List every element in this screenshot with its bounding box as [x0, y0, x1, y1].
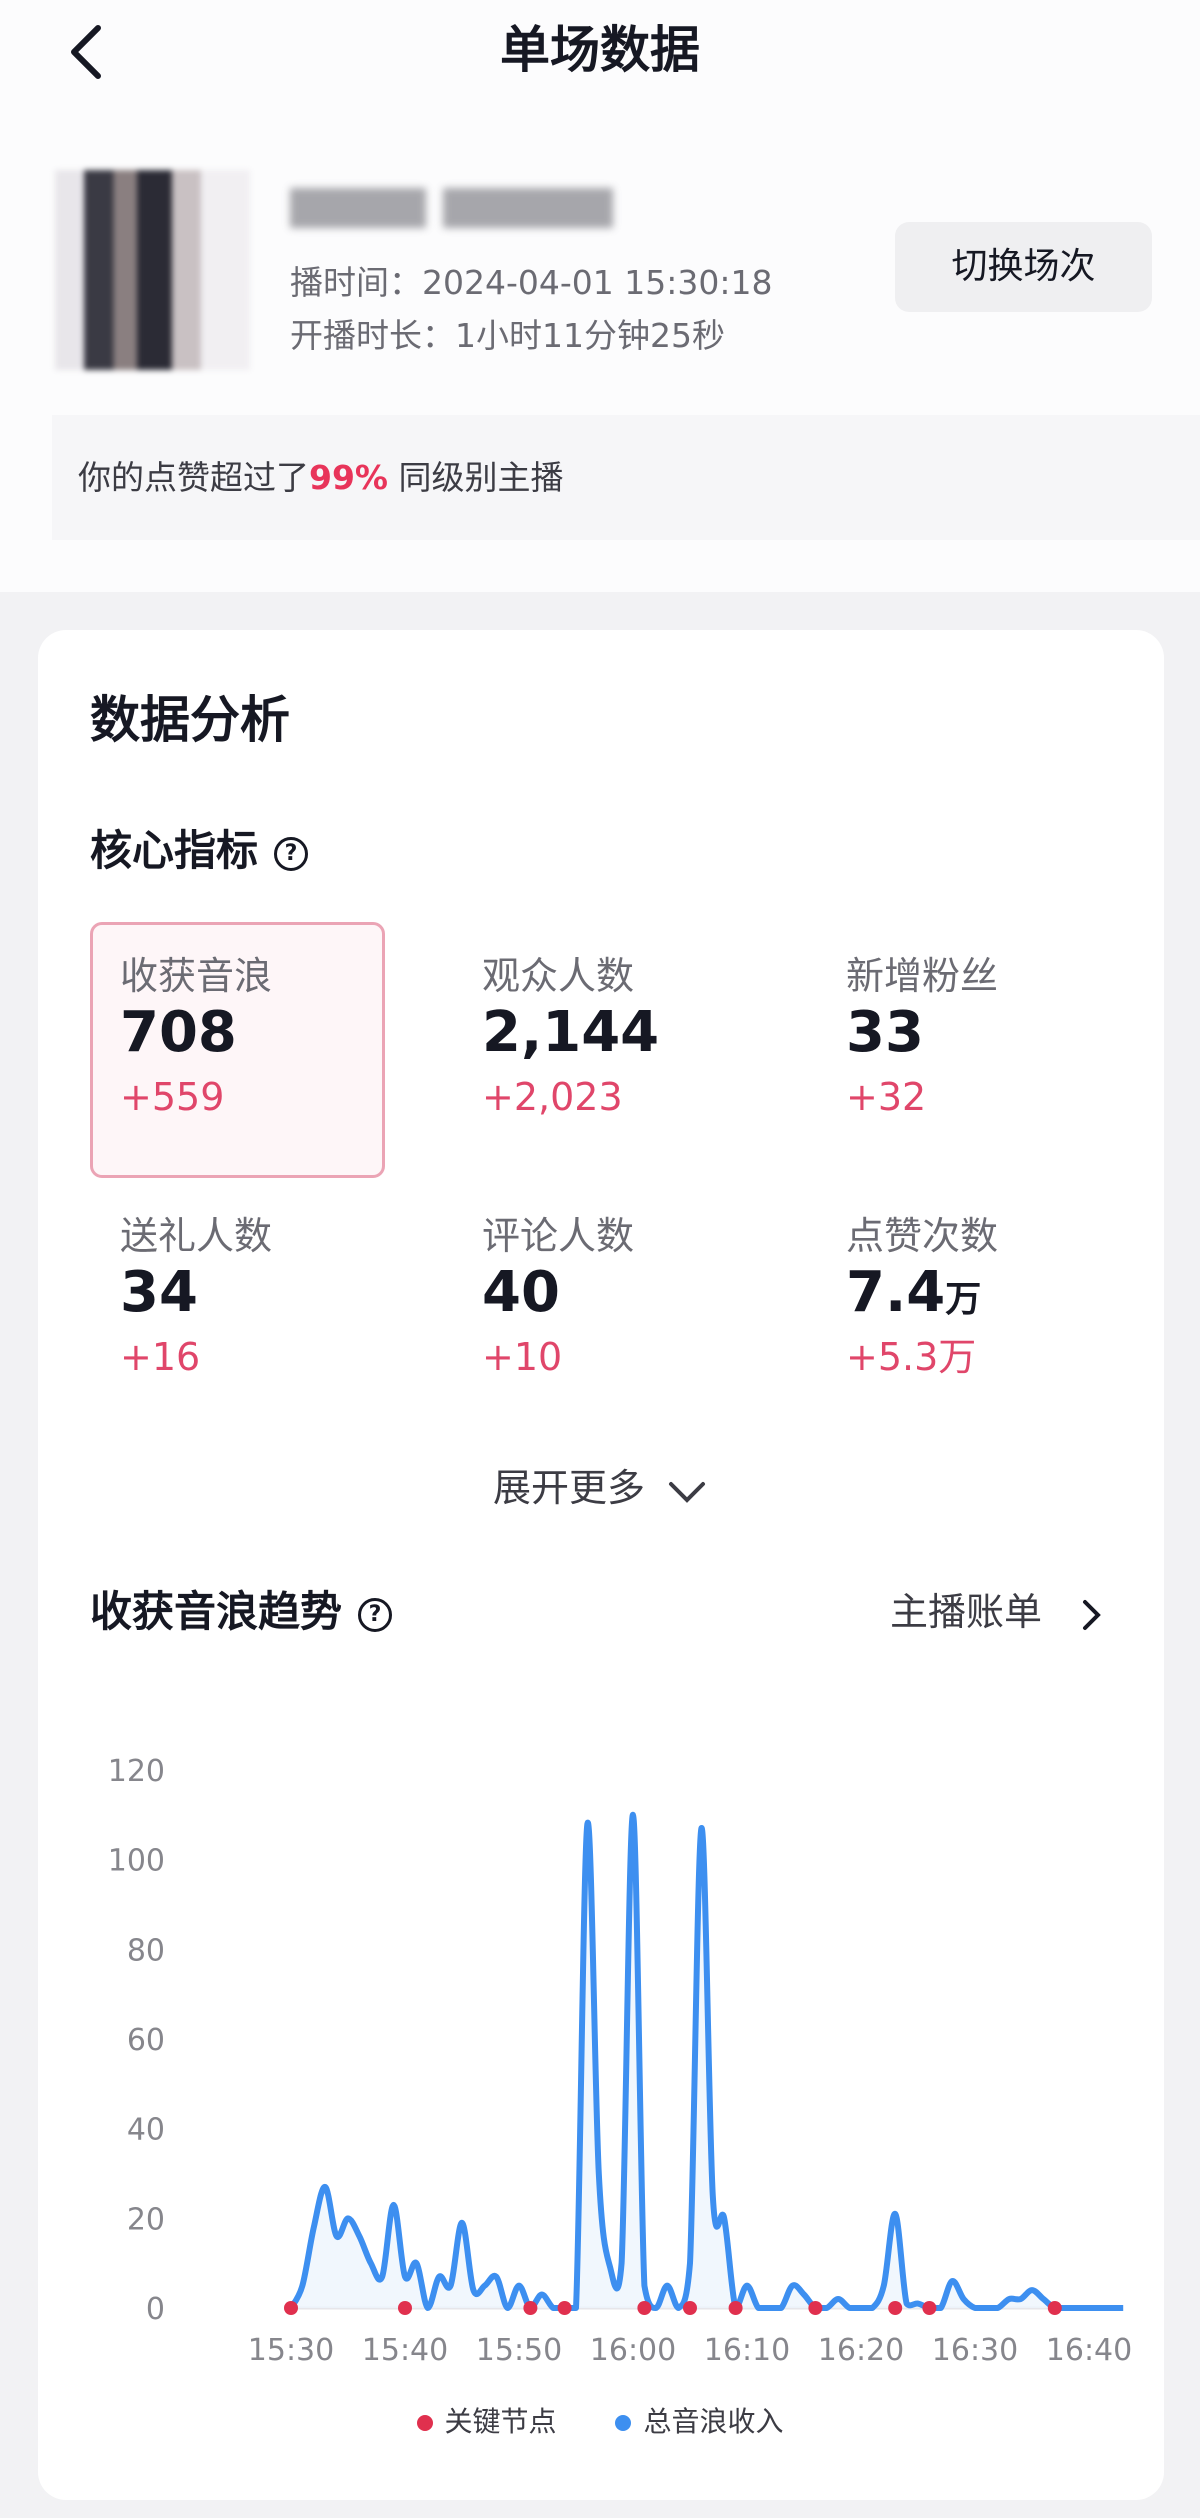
metric-label: 点赞次数	[846, 1214, 999, 1258]
metric-3[interactable]: 送礼人数 34 +16	[120, 1212, 272, 1381]
trend-heading: 收获音浪趋势?	[90, 1584, 393, 1640]
metric-value: 40	[482, 1260, 634, 1333]
banner-suffix: 同级别主播	[398, 458, 564, 497]
section-title: 数据分析	[90, 691, 290, 749]
start-time: 播时间：2024-04-01 15:30:18	[290, 263, 773, 302]
metric-number: 34	[120, 1260, 198, 1325]
metric-unit: 万	[945, 1279, 982, 1320]
metric-number: 2,144	[482, 1000, 660, 1065]
legend-label: 总音浪收入	[643, 2405, 784, 2438]
core-metrics-heading: 核心指标?	[90, 823, 309, 879]
y-tick-label: 20	[127, 2202, 165, 2237]
x-tick-label: 16:10	[704, 2333, 790, 2368]
expand-more-button[interactable]: 展开更多	[0, 1462, 1200, 1514]
core-metrics-title: 核心指标	[90, 826, 259, 875]
metric-value: 708	[120, 1000, 272, 1073]
key-node-point[interactable]	[523, 2301, 538, 2315]
y-tick-label: 100	[108, 1844, 165, 1879]
stream-duration: 开播时长：1小时11分钟25秒	[290, 316, 725, 355]
key-node-point[interactable]	[1047, 2301, 1062, 2315]
metric-delta: +10	[482, 1335, 563, 1379]
metric-value: 33	[846, 1000, 998, 1073]
chevron-left-icon[interactable]	[62, 22, 112, 82]
legend-dot-icon	[615, 2415, 632, 2431]
chevron-down-icon	[669, 1481, 706, 1503]
metric-label: 收获音浪	[120, 954, 273, 998]
x-tick-label: 15:30	[248, 2333, 334, 2368]
metric-delta: +5.3万	[846, 1335, 977, 1379]
legend-total-revenue[interactable]: 总音浪收入	[615, 2405, 783, 2438]
revenue-trend-chart: 0 20 40 60 80 100 120 15:30 15:40 15:50 16:00 16:10…	[108, 1754, 1133, 2368]
key-node-point[interactable]	[888, 2301, 903, 2315]
key-node-point[interactable]	[557, 2301, 572, 2315]
streamer-bill-link[interactable]: 主播账单	[890, 1584, 1106, 1640]
metric-number: 708	[120, 1000, 237, 1065]
metric-value: 2,144	[482, 1000, 659, 1073]
chart-legend: 关键节点 总音浪收入	[0, 2402, 1200, 2442]
metric-number: 7.4	[846, 1260, 946, 1325]
key-node-point[interactable]	[683, 2301, 697, 2315]
legend-key-nodes[interactable]: 关键节点	[416, 2405, 557, 2438]
key-node-point[interactable]	[398, 2301, 412, 2315]
switch-session-button[interactable]: 切换场次	[895, 222, 1152, 312]
metric-delta: +32	[846, 1075, 927, 1119]
metric-2[interactable]: 新增粉丝 33 +32	[846, 952, 998, 1121]
avatar	[55, 170, 250, 370]
legend-dot-icon	[416, 2415, 433, 2431]
metric-value: 34	[120, 1260, 272, 1333]
metric-4[interactable]: 评论人数 40 +10	[482, 1212, 634, 1381]
metric-label: 观众人数	[482, 954, 635, 998]
x-tick-label: 16:00	[590, 2333, 676, 2368]
x-tick-label: 16:20	[818, 2333, 904, 2368]
streamer-name-blurred	[290, 188, 630, 228]
y-tick-label: 80	[127, 1933, 165, 1968]
key-node-point[interactable]	[284, 2301, 298, 2315]
metric-delta: +16	[120, 1335, 201, 1379]
help-icon[interactable]: ?	[274, 836, 309, 871]
key-node-point[interactable]	[728, 2301, 743, 2315]
x-tick-label: 16:30	[932, 2333, 1018, 2368]
key-node-point[interactable]	[808, 2301, 823, 2315]
banner-percent: 99%	[309, 458, 388, 497]
metric-5[interactable]: 点赞次数 7.4万 +5.3万	[846, 1212, 998, 1381]
banner-prefix: 你的点赞超过了	[78, 458, 309, 497]
key-node-point[interactable]	[922, 2301, 937, 2315]
y-tick-label: 60	[127, 2023, 165, 2058]
metric-number: 33	[846, 1000, 924, 1065]
bill-label: 主播账单	[890, 1590, 1043, 1634]
likes-rank-banner: 你的点赞超过了99% 同级别主播	[52, 415, 1200, 540]
y-tick-label: 0	[146, 2292, 165, 2327]
x-tick-label: 15:50	[476, 2333, 562, 2368]
metric-label: 送礼人数	[120, 1214, 273, 1258]
y-tick-label: 40	[127, 2113, 165, 2148]
page-title: 单场数据	[500, 21, 700, 79]
key-node-point[interactable]	[637, 2301, 652, 2315]
chevron-right-icon	[1083, 1599, 1101, 1630]
metric-1[interactable]: 观众人数 2,144 +2,023	[482, 952, 659, 1121]
expand-more-label: 展开更多	[492, 1466, 645, 1510]
x-tick-label: 15:40	[362, 2333, 448, 2368]
x-tick-label: 16:40	[1046, 2333, 1132, 2368]
trend-title: 收获音浪趋势	[90, 1587, 343, 1636]
metric-label: 新增粉丝	[846, 954, 999, 998]
metric-delta: +2,023	[482, 1075, 623, 1119]
legend-label: 关键节点	[444, 2405, 557, 2438]
y-tick-label: 120	[108, 1754, 165, 1789]
metric-number: 40	[482, 1260, 560, 1325]
metric-0[interactable]: 收获音浪 708 +559	[120, 952, 272, 1121]
series-line-total-revenue	[288, 1811, 1124, 2311]
metric-delta: +559	[120, 1075, 225, 1119]
metric-label: 评论人数	[482, 1214, 635, 1258]
help-icon[interactable]: ?	[358, 1597, 393, 1632]
selected-metric-highlight	[90, 922, 385, 1178]
metric-value: 7.4万	[846, 1260, 998, 1333]
